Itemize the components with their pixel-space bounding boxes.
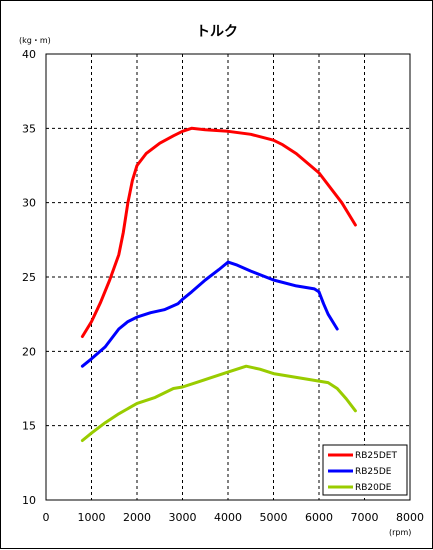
legend-label: RB25DET bbox=[355, 451, 397, 461]
x-tick-label: 6000 bbox=[305, 511, 333, 524]
series-line-rb20de bbox=[80, 364, 357, 442]
x-tick-label: 2000 bbox=[123, 511, 151, 524]
legend-label: RB20DE bbox=[355, 483, 392, 493]
chart-title: トルク bbox=[196, 24, 238, 40]
x-tick-label: 8000 bbox=[396, 511, 424, 524]
x-tick-label: 5000 bbox=[260, 511, 288, 524]
plot-area bbox=[45, 53, 411, 501]
y-tick-label: 40 bbox=[22, 48, 36, 61]
y-tick-label: 15 bbox=[22, 420, 36, 433]
x-tick-label: 7000 bbox=[351, 511, 379, 524]
y-tick-label: 25 bbox=[22, 271, 36, 284]
y-tick-labels: 10 15 20 25 30 35 40 bbox=[22, 48, 36, 507]
x-tick-label: 4000 bbox=[214, 511, 242, 524]
series-layer bbox=[80, 126, 357, 442]
legend: RB25DET RB25DE RB20DE bbox=[322, 444, 408, 496]
y-axis-unit-label: (kg・m) bbox=[19, 36, 51, 45]
series-line-rb25det bbox=[80, 126, 357, 338]
x-tick-label: 1000 bbox=[78, 511, 106, 524]
y-tick-label: 30 bbox=[22, 197, 36, 210]
x-axis-unit-label: (rpm) bbox=[389, 528, 411, 537]
legend-label: RB25DE bbox=[355, 467, 392, 477]
series-line-rb25de bbox=[80, 260, 339, 368]
x-tick-labels: 0 1000 2000 3000 4000 5000 6000 7000 8000 bbox=[43, 511, 425, 524]
y-tick-label: 20 bbox=[22, 345, 36, 358]
y-tick-label: 10 bbox=[22, 494, 36, 507]
grid-layer bbox=[46, 54, 410, 500]
x-tick-label: 0 bbox=[43, 511, 50, 524]
y-tick-label: 35 bbox=[22, 122, 36, 135]
x-tick-label: 3000 bbox=[169, 511, 197, 524]
